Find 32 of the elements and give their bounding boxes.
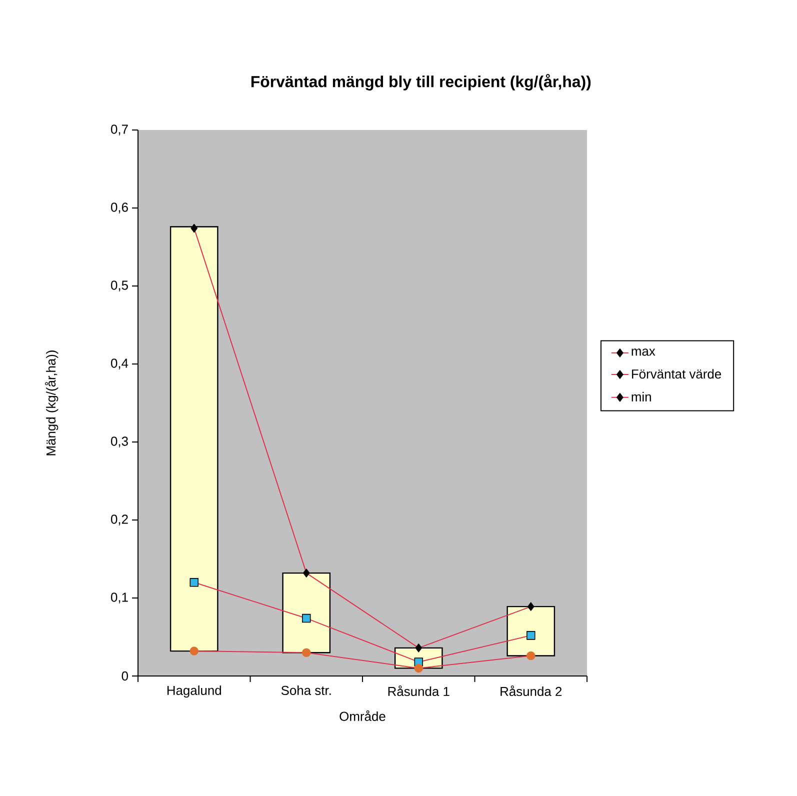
y-tick-label: 0,2 — [111, 514, 128, 526]
point — [527, 602, 534, 611]
bar — [506, 606, 556, 656]
legend-label: Förväntat värde — [632, 369, 722, 379]
chart-title: Förväntad mängd bly till recipient (kg/(år,ha)) — [251, 74, 591, 90]
x-tick-label: Råsunda 1 — [388, 686, 450, 696]
point — [414, 664, 424, 673]
point — [190, 578, 199, 587]
x-tick-label: Råsunda 2 — [500, 686, 562, 696]
x-tick-label: Hagalund — [167, 685, 222, 698]
bar — [282, 572, 331, 654]
legend-label: min — [632, 392, 651, 402]
bar — [170, 226, 218, 652]
y-tick-label: 0,6 — [111, 202, 128, 214]
y-tick-label: 0,7 — [111, 124, 128, 136]
x-tick-label: Soha str. — [281, 685, 331, 696]
y-axis-title: Mängd (kg/(år,ha)) — [45, 350, 58, 456]
legend-label: max — [632, 348, 656, 356]
y-tick-label: 0,3 — [111, 436, 128, 448]
point — [302, 648, 311, 657]
point — [526, 651, 536, 660]
x-axis-title: Område — [340, 710, 386, 721]
point — [190, 224, 198, 233]
y-tick-label: 0,1 — [111, 592, 128, 604]
point — [302, 614, 311, 623]
y-tick-label: 0,5 — [111, 280, 128, 292]
y-tick-label: 0,4 — [111, 358, 128, 370]
point — [302, 568, 310, 578]
y-tick-label: 0 — [122, 671, 128, 681]
point — [190, 646, 199, 656]
point — [415, 644, 422, 652]
point — [526, 631, 536, 640]
